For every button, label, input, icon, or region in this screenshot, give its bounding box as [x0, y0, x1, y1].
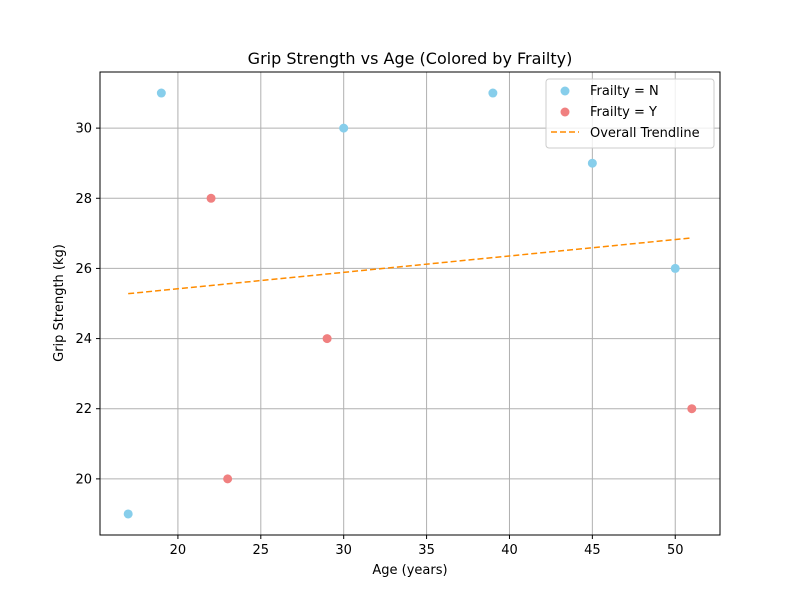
legend: Frailty = N Frailty = Y Overall Trendlin…: [545, 78, 715, 149]
y-tick-label: 20: [75, 472, 92, 487]
data-point-series-0: [123, 509, 133, 519]
y-tick-label: 24: [75, 332, 92, 347]
trendline: [128, 237, 692, 295]
legend-label-frailty-n: Frailty = N: [590, 84, 659, 99]
legend-label-frailty-y: Frailty = Y: [590, 105, 657, 120]
x-tick-label: 40: [501, 543, 518, 558]
y-tick-label: 28: [75, 192, 92, 207]
x-tick-label: 20: [170, 543, 187, 558]
data-point-series-1: [687, 404, 697, 414]
x-tick-label: 45: [584, 543, 601, 558]
data-point-series-1: [206, 193, 216, 203]
y-tick-label: 26: [75, 262, 92, 277]
y-tick-label: 22: [75, 402, 92, 417]
y-tick-label: 30: [75, 122, 92, 137]
data-point-series-1: [223, 474, 233, 484]
x-tick-label: 50: [667, 543, 684, 558]
x-axis-ticks: 20 25 30 35 40 45 50: [170, 535, 684, 558]
data-point-series-0: [488, 88, 498, 98]
data-point-series-1: [322, 334, 332, 344]
legend-marker-frailty-n: [560, 86, 570, 96]
data-point-series-0: [587, 158, 597, 168]
points-layer: [123, 88, 697, 519]
x-tick-label: 30: [335, 543, 352, 558]
legend-box: [545, 78, 715, 149]
y-axis-ticks: 20 22 24 26 28 30: [75, 122, 100, 487]
chart-title: Grip Strength vs Age (Colored by Frailty…: [248, 49, 573, 68]
plot-frame: [99, 71, 721, 536]
data-point-series-0: [670, 263, 680, 273]
data-point-series-0: [156, 88, 166, 98]
legend-marker-frailty-y: [560, 107, 570, 117]
trendline-layer: [128, 237, 692, 295]
y-axis-label: Grip Strength (kg): [52, 244, 67, 362]
grid: [100, 72, 720, 535]
legend-label-trendline: Overall Trendline: [590, 126, 700, 141]
x-axis-label: Age (years): [372, 563, 447, 578]
x-tick-label: 35: [418, 543, 435, 558]
plot-area: [100, 72, 720, 535]
x-tick-label: 25: [253, 543, 270, 558]
data-point-series-0: [339, 123, 349, 133]
